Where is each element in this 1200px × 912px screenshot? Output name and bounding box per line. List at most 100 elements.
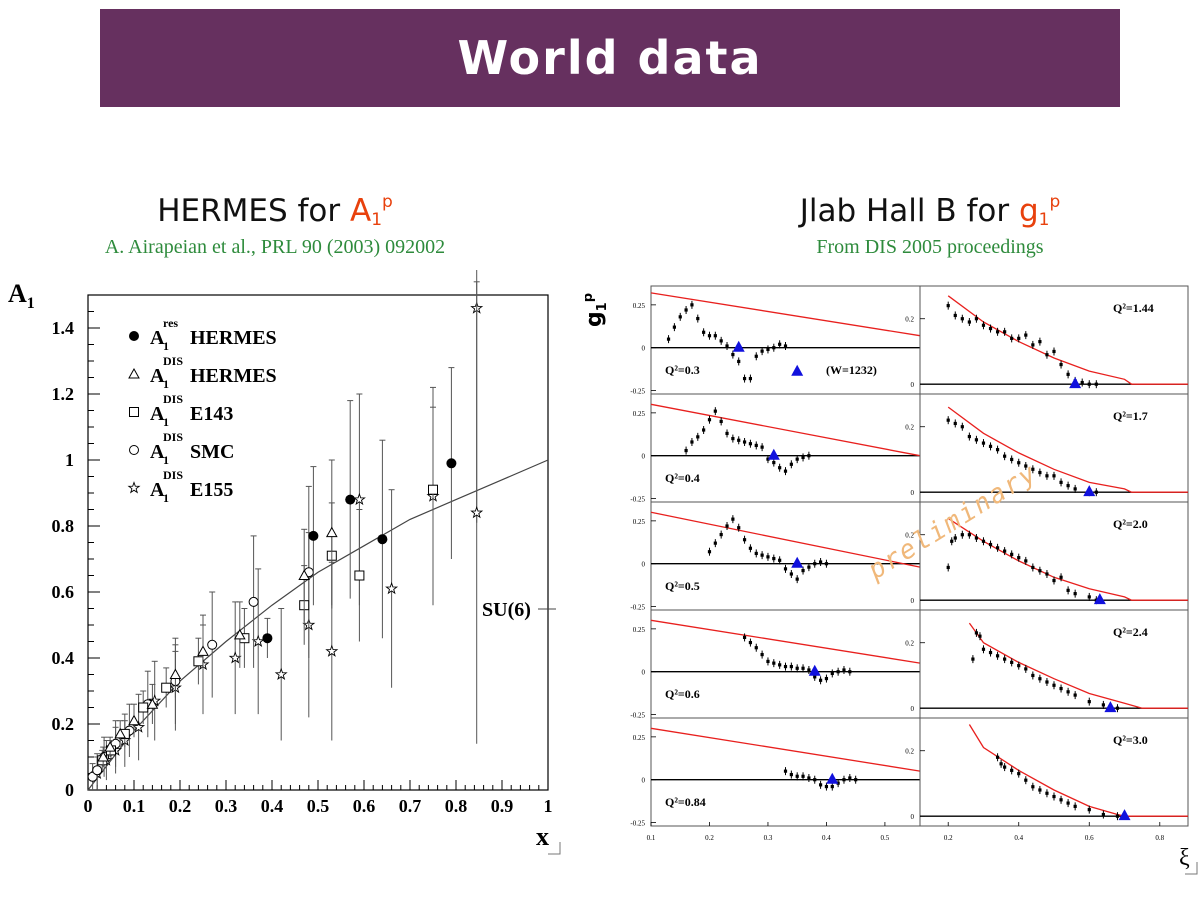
data-point bbox=[760, 553, 764, 557]
corner-mark bbox=[1185, 862, 1198, 875]
panel-q2-label: Q²=2.4 bbox=[1113, 625, 1148, 639]
panel-y-tick-label: 0 bbox=[911, 381, 915, 389]
legend-experiment: E155 bbox=[190, 479, 233, 501]
data-point bbox=[262, 633, 273, 644]
data-point bbox=[719, 419, 723, 424]
data-point bbox=[1045, 353, 1049, 357]
x-tick-label: 0.1 bbox=[123, 796, 146, 816]
data-point bbox=[446, 458, 457, 469]
data-point bbox=[385, 581, 399, 595]
x-tick-label: 0.3 bbox=[215, 796, 238, 816]
series-filled-circle bbox=[262, 367, 457, 658]
legend-marker bbox=[129, 407, 139, 417]
data-point bbox=[1115, 706, 1120, 710]
data-point bbox=[754, 354, 758, 358]
data-point bbox=[1073, 693, 1077, 697]
legend-experiment: HERMES bbox=[190, 327, 277, 349]
delta-resonance-marker bbox=[732, 340, 745, 352]
data-point bbox=[1059, 480, 1063, 484]
data-point bbox=[1059, 575, 1063, 579]
data-point bbox=[789, 572, 793, 576]
data-point bbox=[1052, 683, 1056, 687]
y-axis-label-sub: 1 bbox=[27, 295, 35, 312]
data-point bbox=[1031, 343, 1035, 347]
data-point bbox=[953, 536, 957, 540]
data-point bbox=[1038, 788, 1042, 792]
data-point bbox=[988, 444, 993, 448]
data-point bbox=[197, 645, 209, 656]
g1p-chart: g1p0.250-0.25Q²=0.3(W=1232)0.20Q²=1.440.… bbox=[585, 285, 1198, 875]
data-point bbox=[707, 550, 712, 554]
right-heading-sup: p bbox=[1049, 192, 1061, 212]
data-point bbox=[1038, 470, 1042, 475]
data-point bbox=[1059, 362, 1063, 367]
data-point bbox=[1038, 677, 1042, 681]
panel-y-tick-label: -0.25 bbox=[630, 604, 645, 612]
data-point bbox=[950, 539, 954, 543]
data-point bbox=[731, 436, 735, 441]
legend-symbol: A bbox=[150, 327, 165, 349]
data-point bbox=[974, 438, 979, 442]
data-point bbox=[807, 668, 811, 672]
legend-symbol: A bbox=[150, 479, 165, 501]
g1p-y-axis-label: g1p bbox=[585, 293, 610, 327]
data-point bbox=[1059, 686, 1063, 691]
legend-superscript: res bbox=[163, 316, 178, 330]
legend-experiment: SMC bbox=[190, 441, 234, 463]
data-point bbox=[742, 376, 747, 381]
data-point bbox=[960, 425, 964, 429]
data-point bbox=[138, 702, 149, 713]
preliminary-overlay: preliminary bbox=[862, 458, 1043, 587]
data-point bbox=[783, 664, 788, 669]
data-point bbox=[1073, 804, 1077, 808]
data-point bbox=[848, 670, 852, 674]
data-point bbox=[731, 517, 735, 521]
data-point bbox=[748, 546, 753, 550]
delta-resonance-marker bbox=[791, 556, 804, 568]
data-point bbox=[737, 438, 741, 442]
legend-subscript: 1 bbox=[163, 491, 169, 505]
title-banner: World data bbox=[100, 9, 1120, 107]
panel-y-tick-label: 0.25 bbox=[633, 626, 646, 634]
data-point bbox=[377, 534, 388, 545]
data-point bbox=[967, 434, 971, 439]
data-point bbox=[772, 661, 776, 665]
data-point bbox=[161, 682, 172, 693]
data-point bbox=[778, 558, 782, 562]
panel-q2-label: Q²=0.6 bbox=[665, 687, 700, 701]
panel: 0.2 0 Q²=3.0 bbox=[905, 717, 1189, 827]
legend-subscript: 1 bbox=[163, 415, 169, 429]
data-point bbox=[1066, 801, 1070, 805]
panel: 0.25 0 -0.25 Q²=0.4 bbox=[630, 393, 921, 504]
data-point bbox=[1052, 794, 1056, 799]
data-point bbox=[1003, 657, 1007, 661]
data-point bbox=[345, 494, 356, 505]
data-point bbox=[813, 562, 817, 566]
data-point bbox=[1024, 778, 1028, 782]
data-point bbox=[848, 776, 852, 780]
data-point bbox=[754, 443, 758, 448]
data-point bbox=[818, 783, 823, 787]
legend-subscript: 1 bbox=[163, 339, 169, 353]
panel-y-tick-label: 0 bbox=[642, 669, 646, 677]
data-point bbox=[830, 671, 834, 676]
data-point bbox=[1024, 559, 1028, 563]
panel-q2-label: Q²=1.44 bbox=[1113, 301, 1154, 315]
data-point bbox=[1003, 454, 1007, 458]
right-heading: Jlab Hall B for g1p bbox=[720, 192, 1140, 230]
data-point bbox=[1045, 572, 1049, 576]
panel-note: (W=1232) bbox=[826, 363, 877, 377]
data-point bbox=[783, 567, 788, 571]
corner-mark bbox=[548, 842, 561, 855]
data-point bbox=[1045, 680, 1049, 684]
delta-resonance-marker bbox=[826, 772, 839, 784]
data-point bbox=[766, 555, 770, 559]
panel-y-tick-label: 0.25 bbox=[633, 302, 646, 310]
left-heading: HERMES for A1p bbox=[40, 192, 510, 230]
data-point bbox=[789, 664, 793, 669]
data-point bbox=[1094, 382, 1098, 386]
data-point bbox=[696, 435, 700, 439]
data-point bbox=[795, 577, 799, 581]
panel-q2-label: Q²=0.84 bbox=[665, 795, 706, 809]
panel-y-tick-label: 0.2 bbox=[905, 640, 914, 648]
